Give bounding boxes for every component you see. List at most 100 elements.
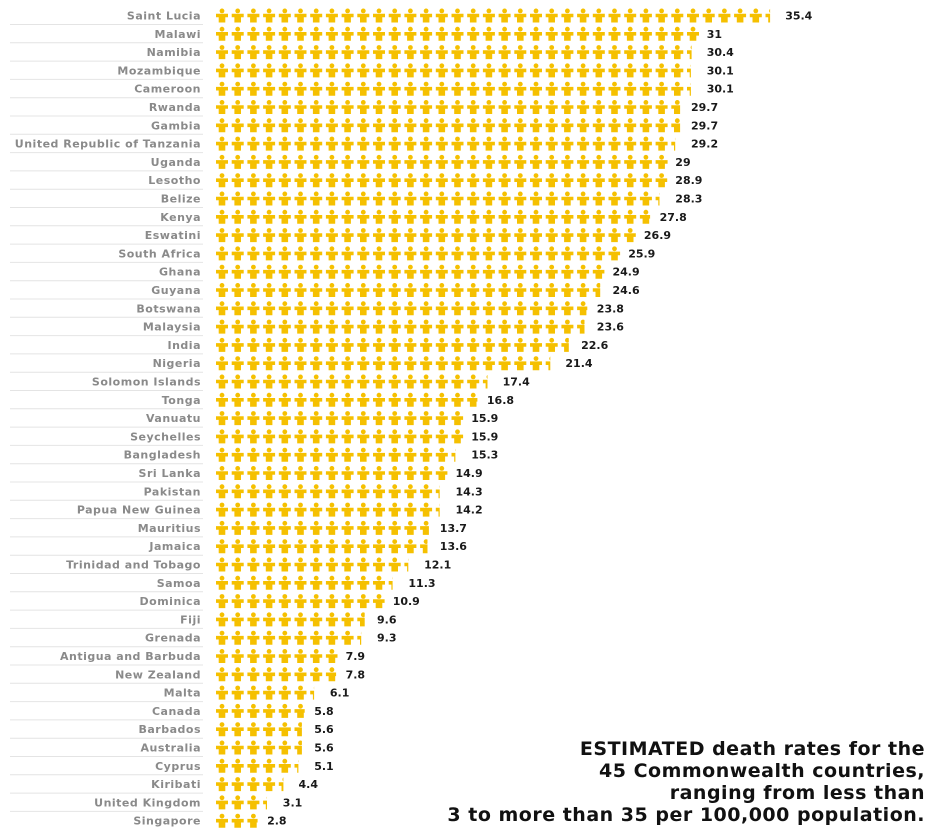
person-icon (545, 228, 558, 243)
person-icon (687, 45, 692, 60)
person-icon (247, 484, 260, 499)
person-icon (608, 191, 621, 206)
value-label: 5.8 (314, 705, 334, 718)
person-icon (451, 118, 464, 133)
person-icon (310, 81, 323, 96)
value-label: 15.9 (471, 430, 498, 443)
person-icon (373, 502, 385, 517)
person-icon (310, 667, 323, 682)
person-icon (482, 136, 495, 151)
person-icon (435, 154, 448, 169)
person-icon (341, 136, 354, 151)
person-icon (310, 173, 323, 188)
person-icon (451, 411, 464, 426)
person-icon (655, 192, 660, 206)
person-icon (263, 429, 276, 444)
person-icon (310, 594, 323, 609)
person-icon (530, 301, 542, 316)
value-label: 14.3 (456, 485, 483, 498)
person-icon (467, 337, 480, 352)
person-icon (467, 100, 480, 114)
person-icon (263, 209, 276, 224)
person-icon (467, 319, 480, 334)
value-label: 28.9 (675, 174, 702, 187)
person-icon (341, 502, 354, 517)
value-label: 27.8 (660, 211, 687, 224)
person-icon (231, 264, 244, 279)
category-label: Pakistan (144, 485, 201, 498)
person-icon (263, 45, 276, 60)
person-icon (216, 649, 228, 663)
person-icon (263, 520, 276, 535)
person-icon (592, 209, 605, 224)
person-icon (608, 63, 621, 78)
person-icon (278, 484, 291, 499)
person-icon (577, 8, 590, 23)
person-icon (435, 466, 448, 480)
person-icon (231, 374, 244, 389)
person-icon (420, 264, 433, 279)
person-icon (592, 45, 605, 60)
person-icon (216, 8, 228, 23)
person-icon (577, 45, 590, 60)
person-icon (231, 502, 244, 517)
person-icon (482, 118, 495, 133)
person-icon (577, 246, 590, 261)
person-icon (530, 228, 542, 243)
person-icon (231, 154, 244, 169)
person-icon (247, 685, 260, 700)
person-icon (420, 429, 433, 444)
person-icon (231, 466, 244, 480)
person-icon (608, 228, 621, 243)
person-icon (420, 81, 433, 96)
person-icon (451, 283, 464, 297)
person-icon (577, 173, 590, 188)
person-icon (561, 81, 574, 96)
person-icon (231, 319, 244, 334)
person-icon (294, 466, 307, 480)
bar-united-kingdom (216, 795, 268, 810)
person-icon (247, 228, 260, 243)
person-icon (420, 337, 433, 352)
person-icon (325, 319, 338, 334)
person-icon (231, 8, 244, 23)
category-label: Samoa (157, 577, 201, 590)
person-icon (310, 612, 323, 627)
person-icon (671, 8, 684, 23)
person-icon (278, 26, 291, 41)
bar-saint-lucia (216, 8, 771, 23)
category-label: Canada (152, 705, 201, 718)
person-icon (435, 264, 448, 279)
person-icon (388, 356, 401, 371)
person-icon (624, 45, 637, 60)
person-icon (420, 484, 433, 499)
bar-lesotho (216, 173, 668, 188)
person-icon (373, 209, 385, 224)
person-icon (294, 760, 299, 773)
value-label: 3.1 (283, 796, 303, 809)
person-icon (294, 447, 307, 462)
person-icon (216, 337, 228, 352)
person-icon (608, 26, 621, 41)
person-icon (608, 81, 621, 96)
person-icon (498, 191, 511, 206)
person-icon (420, 392, 433, 407)
person-icon (231, 594, 244, 609)
person-icon (498, 246, 511, 261)
person-icon (373, 264, 385, 279)
person-icon (216, 100, 228, 114)
person-icon (341, 612, 354, 627)
person-icon (263, 136, 276, 151)
person-icon (341, 411, 354, 426)
person-icon (624, 228, 636, 243)
person-icon (247, 118, 260, 133)
person-icon (263, 630, 276, 645)
person-icon (247, 649, 260, 663)
person-icon (514, 246, 527, 261)
person-icon (357, 136, 370, 151)
person-icon (655, 63, 668, 78)
value-label: 2.8 (267, 815, 287, 828)
person-icon (278, 392, 291, 407)
value-label: 35.4 (785, 10, 812, 23)
person-icon (231, 813, 244, 828)
